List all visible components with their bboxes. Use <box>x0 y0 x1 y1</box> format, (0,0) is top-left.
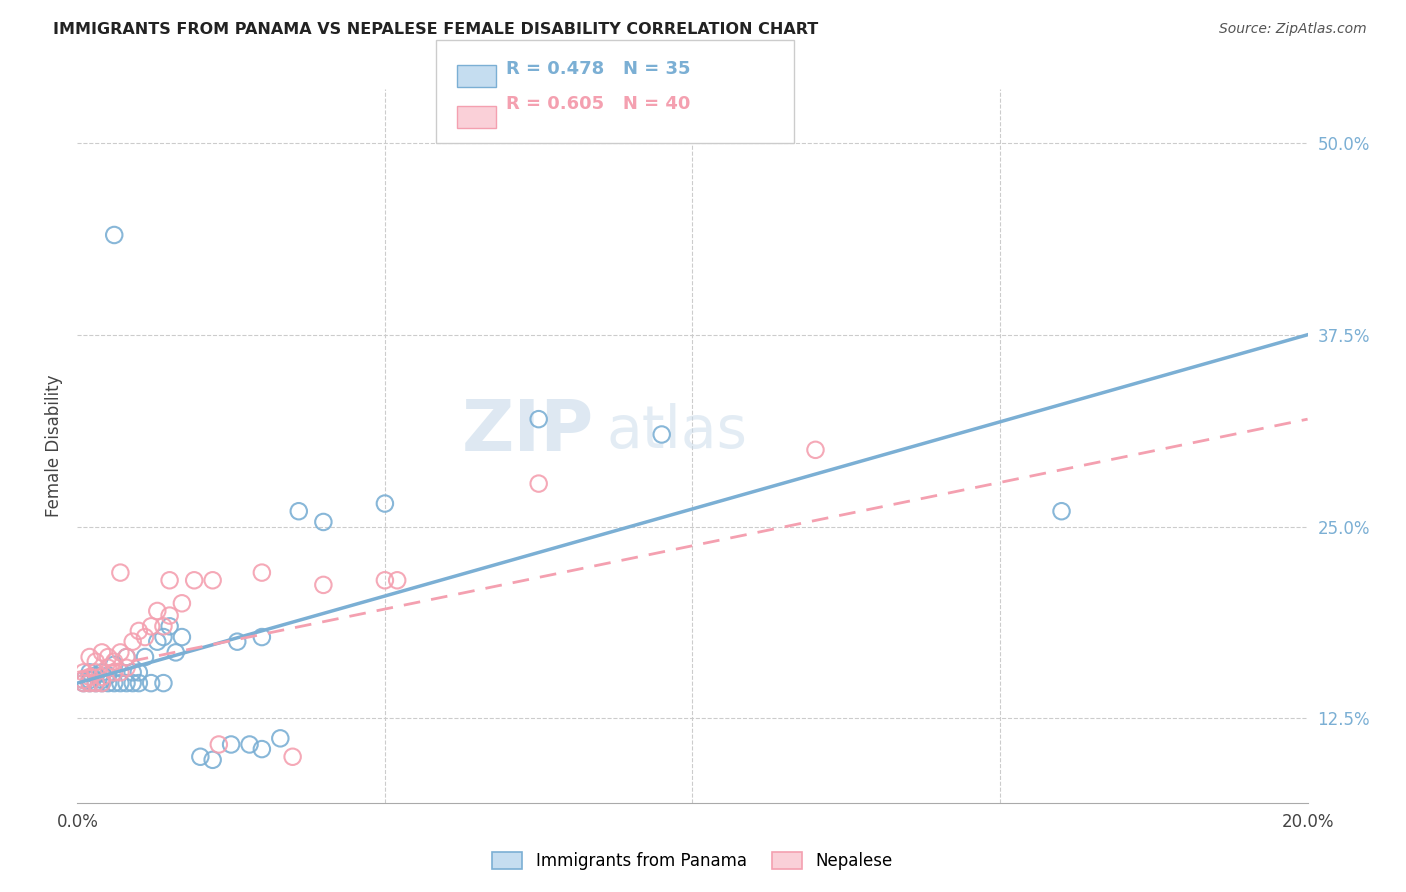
Text: R = 0.478   N = 35: R = 0.478 N = 35 <box>506 60 690 78</box>
Point <box>115 650 138 665</box>
Point <box>79 670 101 684</box>
Point <box>146 634 169 648</box>
Point <box>208 738 231 752</box>
Point <box>90 673 114 687</box>
Point <box>79 665 101 680</box>
Point <box>115 676 138 690</box>
Point <box>152 619 174 633</box>
Point <box>219 738 242 752</box>
Point <box>183 574 205 588</box>
Point <box>288 504 311 518</box>
Point <box>84 676 107 690</box>
Point <box>110 566 132 580</box>
Point <box>110 676 132 690</box>
Point <box>84 665 107 680</box>
Point <box>527 412 550 426</box>
Point <box>128 624 150 638</box>
Point <box>134 630 156 644</box>
Point <box>84 668 107 682</box>
Point <box>90 676 114 690</box>
Point <box>146 604 169 618</box>
Point <box>651 427 673 442</box>
Point <box>527 476 550 491</box>
Point <box>250 566 273 580</box>
Point <box>141 676 163 690</box>
Point <box>201 574 224 588</box>
Point <box>170 630 193 644</box>
Text: atlas: atlas <box>606 403 748 460</box>
Point <box>165 645 187 659</box>
Point <box>201 753 224 767</box>
Point <box>79 650 101 665</box>
Point <box>97 676 120 690</box>
Point <box>170 596 193 610</box>
Point <box>72 673 94 687</box>
Point <box>121 634 143 648</box>
Point <box>97 661 120 675</box>
Point <box>121 676 143 690</box>
Point <box>103 227 125 242</box>
Text: Source: ZipAtlas.com: Source: ZipAtlas.com <box>1219 22 1367 37</box>
Point <box>281 749 304 764</box>
Point <box>121 665 143 680</box>
Point <box>84 655 107 669</box>
Point <box>312 515 335 529</box>
Point <box>269 731 291 746</box>
Legend: Immigrants from Panama, Nepalese: Immigrants from Panama, Nepalese <box>486 845 898 877</box>
Point <box>188 749 212 764</box>
Point <box>226 634 249 648</box>
Point <box>385 574 409 588</box>
Point <box>79 673 101 687</box>
Point <box>110 645 132 659</box>
Point <box>103 655 125 669</box>
Point <box>239 738 262 752</box>
Point <box>90 676 114 690</box>
Point <box>312 578 335 592</box>
Point <box>159 574 181 588</box>
Point <box>79 676 101 690</box>
Point <box>128 676 150 690</box>
Point <box>115 661 138 675</box>
Point <box>84 676 107 690</box>
Point <box>97 668 120 682</box>
Point <box>97 650 120 665</box>
Point <box>152 676 174 690</box>
Point <box>103 657 125 672</box>
Point <box>72 676 94 690</box>
Point <box>90 670 114 684</box>
Point <box>128 665 150 680</box>
Point <box>72 676 94 690</box>
Point <box>250 630 273 644</box>
Point <box>250 742 273 756</box>
Point <box>90 645 114 659</box>
Point <box>134 650 156 665</box>
Point <box>804 442 827 457</box>
Point <box>115 650 138 665</box>
Point <box>110 665 132 680</box>
Point <box>72 673 94 687</box>
Text: ZIP: ZIP <box>461 397 595 467</box>
Point <box>374 574 396 588</box>
Point <box>141 619 163 633</box>
Point <box>103 665 125 680</box>
Point <box>90 665 114 680</box>
Y-axis label: Female Disability: Female Disability <box>45 375 63 517</box>
Point <box>79 676 101 690</box>
Point <box>1050 504 1073 518</box>
Point <box>159 608 181 623</box>
Point <box>152 630 174 644</box>
Point <box>103 676 125 690</box>
Text: R = 0.605   N = 40: R = 0.605 N = 40 <box>506 95 690 113</box>
Point <box>159 619 181 633</box>
Text: IMMIGRANTS FROM PANAMA VS NEPALESE FEMALE DISABILITY CORRELATION CHART: IMMIGRANTS FROM PANAMA VS NEPALESE FEMAL… <box>53 22 818 37</box>
Point <box>72 665 94 680</box>
Point <box>374 497 396 511</box>
